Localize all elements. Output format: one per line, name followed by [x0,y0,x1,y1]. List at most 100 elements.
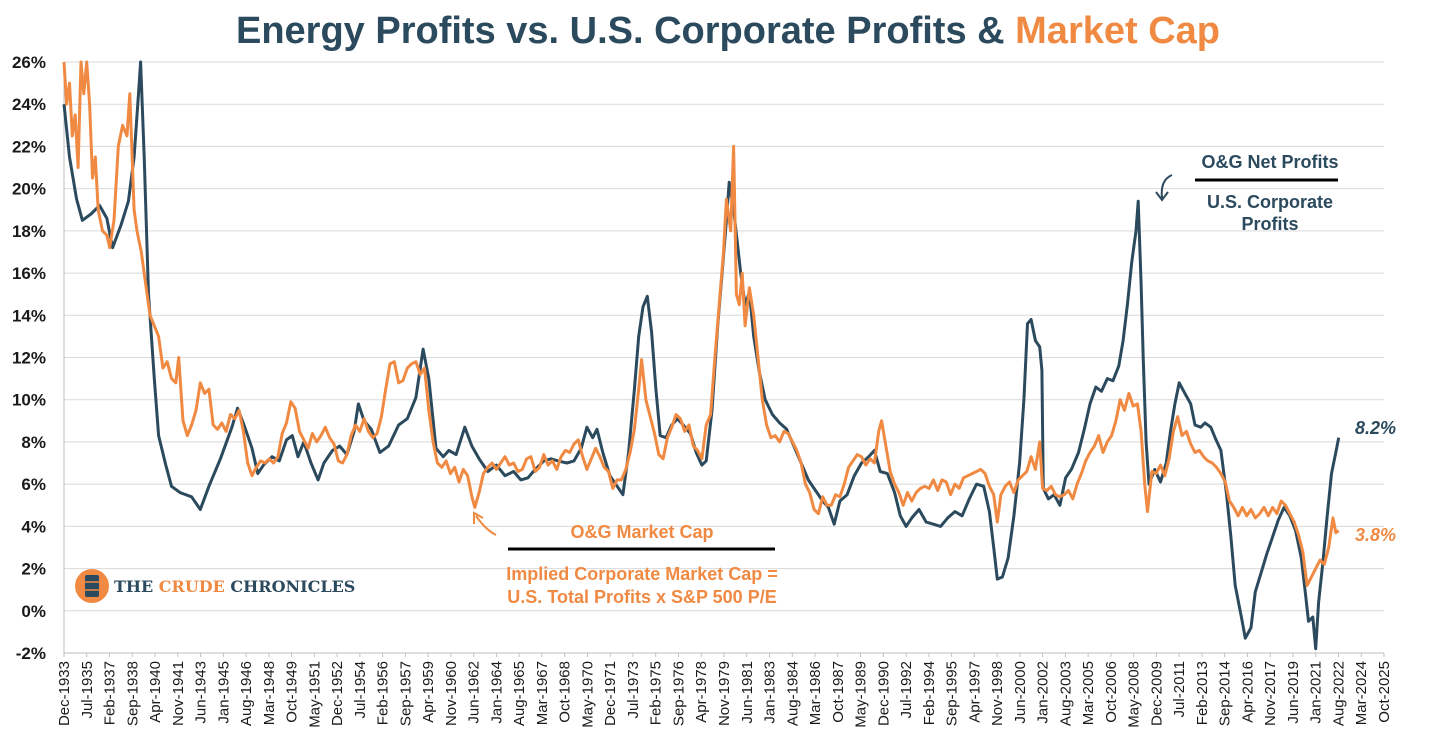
x-tick-label: Mar-1986 [807,661,824,725]
annotation-navy-denominator-line1: U.S. Corporate [1207,192,1333,212]
y-tick-label: 2% [21,560,46,579]
x-tick-label: Jul-2011 [1171,661,1188,717]
y-tick-label: 4% [21,517,46,536]
x-tick-label: Mar-2005 [1080,661,1097,725]
x-tick-label: Dec-2009 [1148,661,1165,726]
x-tick-label: Apr-1959 [420,661,437,723]
x-tick-label: Jun-1981 [739,661,756,724]
x-tick-label: Mar-2024 [1353,661,1370,725]
x-tick-label: Aug-1965 [511,661,528,726]
x-tick-label: Jan-2002 [1035,661,1052,724]
x-tick-label: Mar-1967 [534,661,551,725]
x-tick-label: Jul-1992 [898,661,915,719]
oil-barrel-icon [85,575,99,597]
x-tick-label: Mar-1948 [261,661,278,725]
annotation-orange-arrowhead-icon [473,511,484,524]
x-tick-label: Nov-1941 [170,661,187,726]
y-tick-label: 16% [12,264,46,283]
x-tick-label: Nov-1979 [716,661,733,726]
annotation-navy-denominator-line2: Profits [1241,214,1298,234]
x-tick-label: May-1970 [579,661,596,728]
y-tick-label: 10% [12,391,46,410]
y-tick-label: 12% [12,349,46,368]
x-tick-label: Aug-1946 [238,661,255,726]
y-tick-label: -2% [16,644,46,663]
annotation-navy-arrow [1160,174,1173,199]
annotation-orange-arrow [475,515,497,536]
annotation-orange-denominator-line1: Implied Corporate Market Cap = [506,564,778,584]
x-tick-label: May-2008 [1126,661,1143,728]
x-tick-label: Jan-2021 [1308,661,1325,724]
logo: THE CRUDE CHRONICLES [75,569,355,603]
x-tick-label: Jun-2019 [1285,661,1302,724]
x-tick-label: May-1989 [853,661,870,728]
x-tick-label: Apr-1997 [966,661,983,723]
y-tick-label: 6% [21,475,46,494]
x-tick-label: Apr-1940 [147,661,164,723]
chart-title: Energy Profits vs. U.S. Corporate Profit… [0,10,1456,53]
annotation-orange-denominator-line2: U.S. Total Profits x S&P 500 P/E [507,587,776,607]
x-tick-label: Apr-2016 [1239,661,1256,723]
x-tick-label: Jul-1954 [352,661,369,719]
x-tick-label: Jun-2000 [1012,661,1029,724]
x-tick-label: Feb-1994 [921,661,938,725]
x-tick-label: May-1951 [306,661,323,728]
y-tick-label: 22% [12,137,46,156]
x-axis: Dec-1933 Jul-1935 Feb-1937 Sep-1938 Apr-1940… [56,652,1393,728]
y-tick-label: 8% [21,433,46,452]
x-tick-label: Nov-2017 [1262,661,1279,726]
series-navy-end-label: 8.2% [1355,418,1396,438]
x-tick-label: Jun-1943 [193,661,210,724]
x-tick-label: Feb-1956 [375,661,392,725]
annotation-orange-numerator: O&G Market Cap [570,522,713,542]
x-tick-label: Jul-1973 [625,661,642,719]
y-tick-label: 14% [12,306,46,325]
x-tick-label: Aug-2022 [1330,661,1347,726]
series-line-og-net-profits [62,60,1341,651]
x-tick-label: Jun-1962 [466,661,483,724]
x-tick-label: Oct-1949 [284,661,301,723]
x-tick-label: Oct-2006 [1103,661,1120,723]
x-tick-label: Jan-1945 [215,661,232,724]
logo-text: THE CRUDE CHRONICLES [114,577,355,596]
y-tick-label: 26% [12,53,46,72]
x-tick-label: Sep-1957 [397,661,414,726]
y-axis: -2% 0% 2% 4% 6% 8% 10% 12% 14% 16% 18% 20% 22% 24% 26% [12,53,65,663]
y-tick-label: 20% [12,180,46,199]
x-tick-label: Oct-1968 [557,661,574,723]
x-tick-label: Sep-1976 [670,661,687,726]
logo-text-part1: THE [114,577,159,596]
chart-title-part1: Energy Profits vs. U.S. Corporate Profit… [235,10,1016,52]
x-tick-label: Nov-1998 [989,661,1006,726]
x-tick-label: Feb-1975 [648,661,665,725]
x-tick-label: Dec-1971 [602,661,619,726]
x-tick-label: Sep-1995 [944,661,961,726]
x-tick-label: Dec-1990 [875,661,892,726]
x-tick-label: Feb-1937 [102,661,119,725]
x-tick-label: Sep-2014 [1217,661,1234,726]
series-lines [62,60,1341,651]
x-tick-label: Dec-1933 [56,661,73,726]
chart-title-part2: Market Cap [1015,10,1220,52]
annotation-navy-numerator: O&G Net Profits [1201,152,1338,172]
x-tick-label: Nov-1960 [443,661,460,726]
y-tick-label: 24% [12,95,46,114]
y-tick-label: 18% [12,222,46,241]
x-tick-label: Sep-1938 [124,661,141,726]
series-orange-end-label: 3.8% [1355,525,1396,545]
x-tick-label: Jan-1964 [488,661,505,724]
x-tick-label: Jan-1983 [762,661,779,724]
x-tick-label: Oct-1987 [830,661,847,723]
x-tick-label: Jul-1935 [79,661,96,719]
annotation-navy-arrowhead-icon [1155,191,1169,202]
logo-text-part2: CRUDE [159,577,225,596]
x-tick-label: Dec-1952 [329,661,346,726]
x-tick-label: Oct-2025 [1376,661,1393,723]
x-tick-label: Aug-1984 [784,661,801,726]
y-tick-label: 0% [21,602,46,621]
logo-text-part3: CHRONICLES [225,577,356,596]
x-tick-label: Apr-1978 [693,661,710,723]
x-tick-label: Aug-2003 [1057,661,1074,726]
x-tick-label: Feb-2013 [1194,661,1211,725]
